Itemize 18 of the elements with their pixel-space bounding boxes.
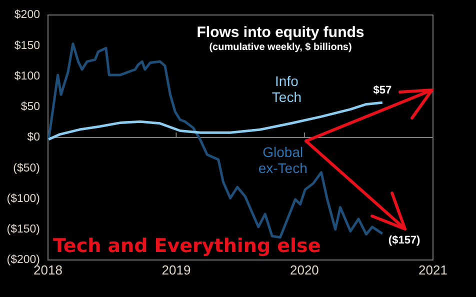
x-tick-label: 2021 bbox=[418, 262, 448, 278]
series-label: Info Tech bbox=[272, 73, 302, 106]
y-tick-label: ($100) bbox=[6, 192, 40, 205]
x-tick-label: 2019 bbox=[162, 262, 191, 278]
y-tick-label: $0 bbox=[27, 132, 40, 144]
y-tick-label: ($150) bbox=[6, 224, 40, 236]
text: Flows into equity funds bbox=[196, 24, 364, 41]
y-tick-label: $150 bbox=[14, 40, 40, 52]
y-tick-label: $50 bbox=[20, 101, 40, 114]
y-tick-label: $200 bbox=[14, 9, 40, 22]
series-label: Global ex-Tech bbox=[258, 144, 308, 176]
data-label: ($157) bbox=[388, 234, 421, 247]
text: (cumulative weekly, $ billions) bbox=[209, 42, 352, 53]
data-label: $57 bbox=[373, 84, 392, 97]
y-tick-label: ($50) bbox=[13, 162, 40, 174]
x-tick-label: 2020 bbox=[290, 262, 319, 278]
y-tick-label: $100 bbox=[14, 70, 40, 82]
annotation: Tech and Everything else bbox=[53, 235, 321, 257]
